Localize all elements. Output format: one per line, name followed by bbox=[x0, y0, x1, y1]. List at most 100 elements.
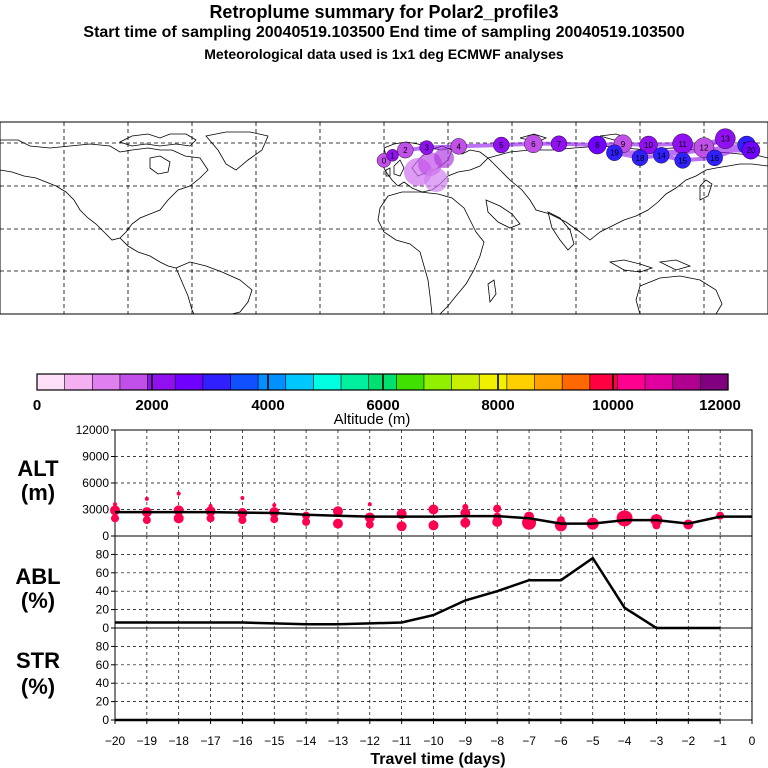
plume-point-label: 6 bbox=[531, 140, 536, 149]
plume-point-label: 9 bbox=[621, 140, 626, 149]
colorbar-swatch bbox=[64, 373, 93, 391]
colorbar-tick-label: 12000 bbox=[699, 397, 741, 414]
x-tick-label: −10 bbox=[423, 734, 444, 748]
y-tick-label: 80 bbox=[96, 547, 110, 561]
altitude-scatter-point bbox=[142, 516, 151, 525]
plume-cloud bbox=[434, 148, 454, 168]
plume-point-label: 18 bbox=[636, 154, 645, 163]
altitude-scatter-point bbox=[240, 496, 245, 501]
canada-arctic-islands bbox=[118, 133, 197, 147]
altitude-scatter-point bbox=[462, 503, 469, 510]
altitude-scatter-point bbox=[460, 517, 471, 528]
y-tick-label: 20 bbox=[96, 603, 110, 617]
x-tick-label: −12 bbox=[360, 734, 381, 748]
colorbar-swatch bbox=[534, 373, 563, 391]
altitude-scatter-point bbox=[206, 514, 215, 523]
plume-point bbox=[606, 144, 623, 161]
colorbar-swatch bbox=[617, 373, 646, 391]
north-america-coast bbox=[0, 139, 209, 241]
x-tick-label: −19 bbox=[137, 734, 158, 748]
colorbar-swatch bbox=[313, 373, 342, 391]
altitude-scatter-point bbox=[428, 520, 439, 531]
plume-point-label: 15 bbox=[678, 156, 687, 165]
plume-point bbox=[550, 135, 568, 152]
plume-point-label: 1 bbox=[390, 151, 395, 160]
y-tick-label: 6000 bbox=[82, 476, 109, 490]
x-tick-label: −20 bbox=[105, 734, 126, 748]
india bbox=[547, 211, 575, 251]
alt-panel-label: ALT bbox=[17, 456, 59, 481]
plume-point bbox=[741, 140, 761, 160]
colorbar-swatch bbox=[672, 373, 701, 391]
x-tick-label: −17 bbox=[200, 734, 221, 748]
colorbar-swatch bbox=[202, 373, 232, 391]
panel-abl: 80 60 40 20 0 bbox=[96, 535, 753, 635]
colorbar-swatch bbox=[561, 373, 591, 391]
colorbar-tick-label: 4000 bbox=[251, 397, 284, 414]
colorbar-swatch bbox=[119, 373, 149, 391]
y-tick-label: 0 bbox=[102, 713, 109, 727]
plume-point-label: 12 bbox=[700, 144, 709, 153]
y-tick-label: 60 bbox=[96, 658, 110, 672]
plume-point-label: 5 bbox=[499, 141, 504, 150]
altitude-scatter-point bbox=[110, 505, 120, 516]
altitude-scatter-point bbox=[208, 503, 213, 508]
colorbar-swatch bbox=[91, 373, 121, 391]
plume-point-label: 2 bbox=[403, 146, 408, 155]
plume-point bbox=[524, 134, 543, 153]
met-data-line: Meteorological data used is 1x1 deg ECMW… bbox=[204, 46, 564, 62]
south-america-coast bbox=[175, 261, 253, 315]
colorbar-swatch bbox=[36, 373, 66, 391]
x-tick-label: −16 bbox=[232, 734, 253, 748]
colorbar-swatch bbox=[451, 373, 480, 391]
australia bbox=[635, 275, 723, 315]
plume-track bbox=[382, 136, 751, 192]
alt-panel-unit: (m) bbox=[21, 480, 55, 505]
plume-point bbox=[653, 147, 670, 164]
greenland bbox=[205, 131, 269, 171]
central-america-coast bbox=[119, 237, 177, 269]
altitude-scatter-point bbox=[113, 502, 117, 507]
plume-point-label: 10 bbox=[644, 141, 653, 150]
world-map: 01234567891011121314151617181920 bbox=[0, 121, 768, 315]
y-tick-label: 0 bbox=[102, 621, 109, 635]
altitude-scatter-point bbox=[652, 521, 661, 530]
time-series-panels: 12000 9000 6000 3000 0 80 60 40 20 0 80 60 40 20 0 bbox=[76, 423, 753, 727]
plume-point bbox=[493, 136, 510, 154]
plume-point bbox=[631, 149, 649, 167]
plume-point bbox=[588, 135, 607, 155]
x-tick-label: −8 bbox=[490, 734, 504, 748]
colorbar-swatch bbox=[396, 373, 425, 391]
colorbar-swatch bbox=[644, 373, 674, 391]
x-tick-label: −6 bbox=[554, 734, 568, 748]
colorbar-swatch bbox=[340, 373, 370, 391]
colorbar-label: Altitude (m) bbox=[334, 411, 411, 428]
altitude-scatter-point bbox=[332, 506, 343, 517]
x-tick-label: −3 bbox=[650, 734, 664, 748]
altitude-scatter-point bbox=[238, 516, 247, 525]
altitude-scatter-point bbox=[272, 503, 277, 508]
str-panel-unit: (%) bbox=[21, 674, 55, 699]
plume-point-label: 14 bbox=[657, 151, 666, 160]
x-tick-label: −18 bbox=[169, 734, 190, 748]
colorbar-tick-labels: 0 2000 4000 6000 8000 10000 12000 bbox=[33, 397, 741, 414]
japan bbox=[699, 179, 713, 201]
colorbar-swatch bbox=[285, 373, 315, 391]
str-panel-label: STR bbox=[16, 648, 60, 673]
y-tick-label: 9000 bbox=[82, 450, 109, 464]
y-tick-label: 0 bbox=[102, 529, 109, 543]
x-tick-label: −2 bbox=[681, 734, 695, 748]
colorbar-swatch bbox=[257, 373, 287, 391]
colorbar-swatch bbox=[700, 373, 729, 391]
plume-point-label: 16 bbox=[710, 154, 719, 163]
x-tick-label: −15 bbox=[264, 734, 285, 748]
plume-points: 01234567891011121314151617181920 bbox=[376, 128, 761, 169]
y-tick-label: 80 bbox=[96, 639, 110, 653]
chart-title: Retroplume summary for Polar2_profile3 bbox=[209, 2, 559, 22]
colorbar-swatch bbox=[174, 373, 204, 391]
series-line-alt bbox=[115, 510, 752, 525]
colorbar-tick-label: 10000 bbox=[592, 397, 634, 414]
plume-point bbox=[706, 149, 723, 167]
plume-point-label: 13 bbox=[721, 135, 730, 144]
altitude-scatter-point bbox=[616, 510, 633, 527]
